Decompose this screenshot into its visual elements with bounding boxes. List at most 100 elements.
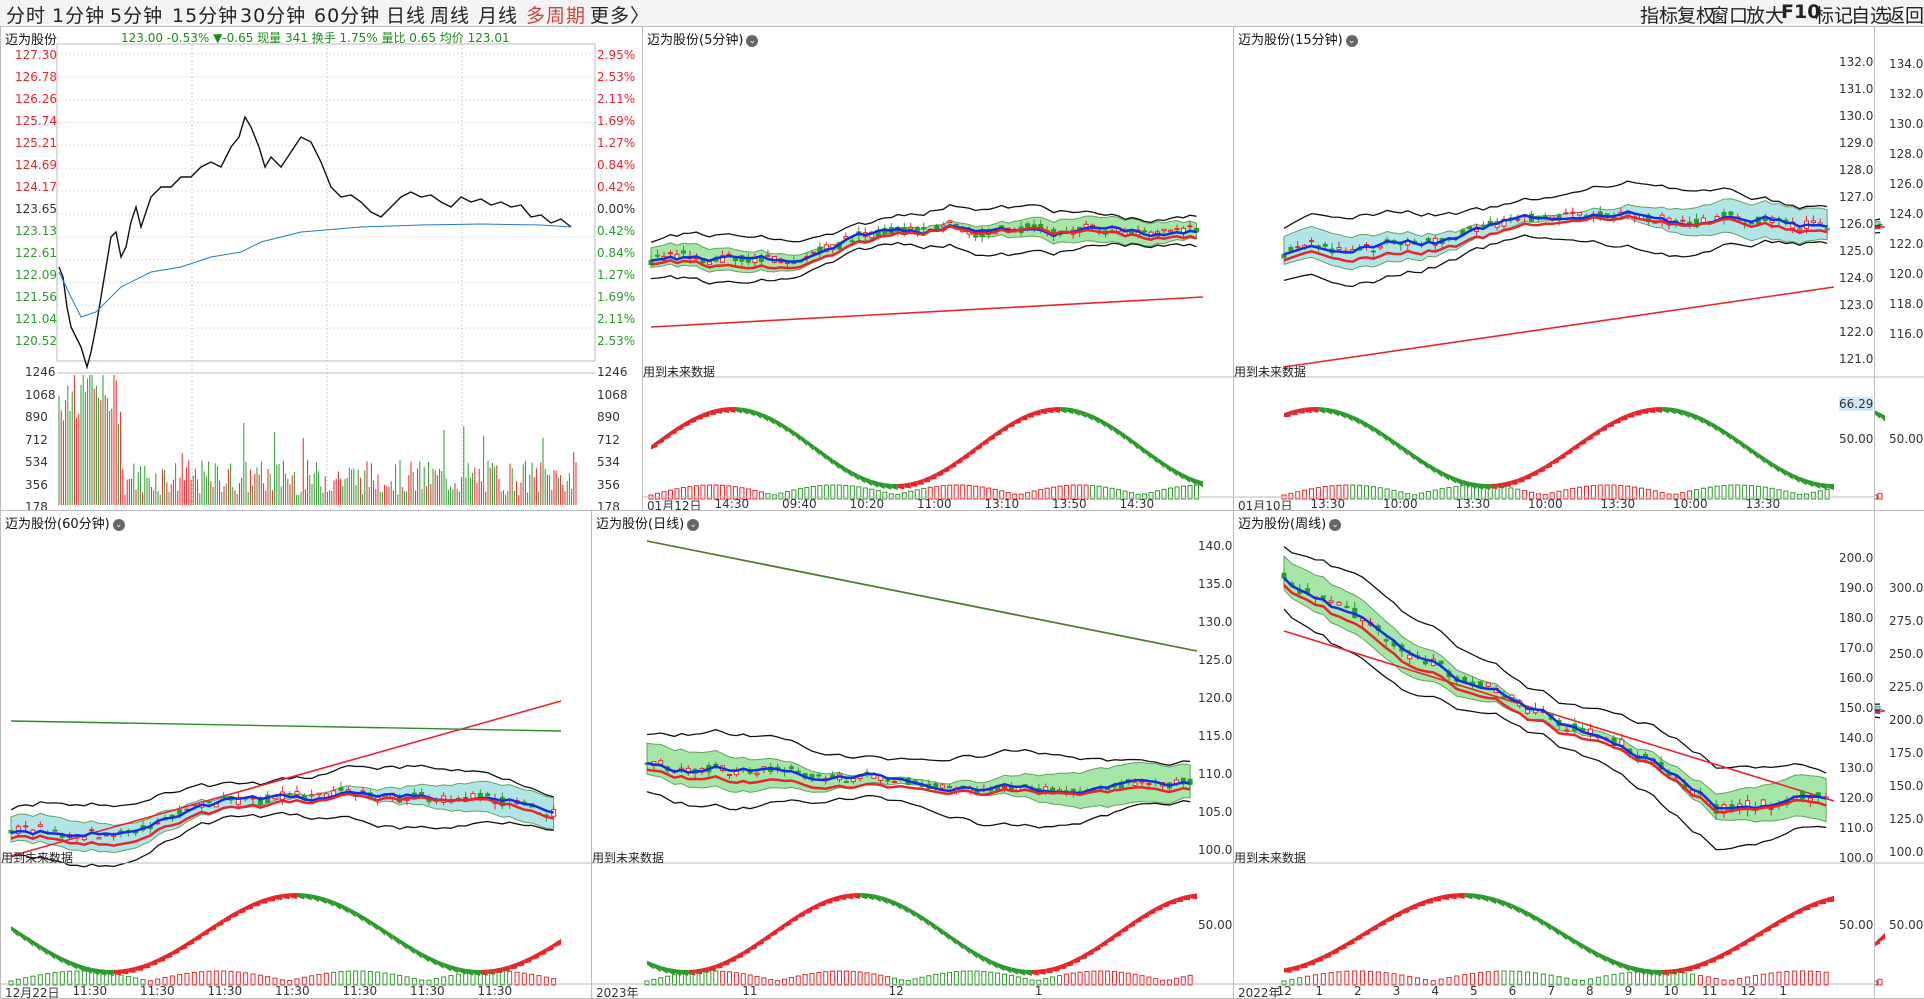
quote-info: 123.00 -0.53% ▼-0.65 现量 341 换手 1.75% 量比 … <box>121 31 510 45</box>
period-tab-5[interactable]: 60分钟 <box>314 5 381 27</box>
indicator-mid: 50.00 <box>1198 918 1233 932</box>
panel-title: 迈为股份 <box>5 33 58 48</box>
indicator-value: 66.29 <box>1839 397 1874 411</box>
price-scale-tick: 110.0 <box>1198 767 1233 781</box>
price-scale-tick: 250.0 <box>1889 647 1924 661</box>
panel-title: 迈为股份(周线) ⌄ <box>1238 513 1342 532</box>
price-scale-tick: 126.0 <box>1889 177 1924 191</box>
period-tab-6[interactable]: 日线 <box>386 5 427 27</box>
vol-tick-right: 1068 <box>597 387 628 402</box>
intraday-panel[interactable]: 迈为股份 123.00 -0.53% ▼-0.65 现量 341 换手 1.75%… <box>0 26 644 512</box>
price-tick: 121.04 <box>15 312 57 326</box>
price-scale-tick: 130.0 <box>1198 615 1233 629</box>
chevron-down-icon[interactable]: ⌄ <box>1345 35 1358 47</box>
time-tick: 11 <box>742 984 758 998</box>
future-data-label: 用到未来数据 <box>592 851 665 865</box>
time-tick: 13:50 <box>1052 497 1087 511</box>
tool-6[interactable]: 自选 <box>1851 5 1890 27</box>
period-tab-3[interactable]: 15分钟 <box>172 5 239 27</box>
price-tick: 125.74 <box>15 114 57 128</box>
price-scale-tick: 135.0 <box>1198 577 1233 591</box>
time-tick: 13:30 <box>1310 497 1346 511</box>
chart-30min[interactable]: 134.0 132.0 130.0 128.0 126.0 124.0 122.0 120.0… <box>1874 26 1924 512</box>
period-tab-0[interactable]: 分时 <box>6 5 47 27</box>
vol-tick-right: 534 <box>597 455 620 469</box>
tool-5[interactable]: 标记 <box>1815 5 1854 27</box>
price-scale-tick: 175.0 <box>1889 746 1924 760</box>
chevron-down-icon[interactable]: ⌄ <box>746 35 759 47</box>
price-tick: 123.65 <box>15 202 57 216</box>
tool-0[interactable]: 指标 <box>1640 5 1679 27</box>
chart-60min[interactable]: 迈为股份(60分钟) ⌄ 用到未来数据 12月22日 11:30 11:30 11:30 11… <box>0 510 593 999</box>
period-tab-7[interactable]: 周线 <box>430 5 471 27</box>
price-tick: 123.13 <box>15 224 57 238</box>
period-tab-4[interactable]: 30分钟 <box>240 5 307 27</box>
tool-3[interactable]: 放大 <box>1746 5 1785 27</box>
period-tab-8[interactable]: 月线 <box>478 5 519 27</box>
pct-tick: 0.84% <box>597 158 636 172</box>
time-tick: 11 <box>1702 984 1718 998</box>
price-scale-tick: 130.0 <box>1839 761 1874 775</box>
price-scale-tick: 128.0 <box>1889 147 1924 161</box>
time-tick: 9 <box>1624 984 1633 998</box>
tool-7[interactable]: 返回 <box>1886 5 1924 27</box>
time-tick: 10:00 <box>1673 497 1708 511</box>
price-scale-tick: 150.0 <box>1839 701 1874 715</box>
time-tick: 10:00 <box>1383 497 1418 511</box>
time-tick: 1 <box>1315 984 1323 998</box>
vol-tick: 178 <box>25 500 48 512</box>
pct-tick: 1.27% <box>597 268 636 282</box>
chevron-down-icon[interactable]: ⌄ <box>1329 519 1342 531</box>
time-tick: 1 <box>1034 984 1043 998</box>
time-tick: 2022年 <box>1238 986 1281 999</box>
chart-day[interactable]: 迈为股份(日线) ⌄ 用到未来数据 140.0 135.0 130.0 125.0 120.0… <box>591 510 1235 999</box>
pct-tick: 1.27% <box>597 136 636 150</box>
price-tick: 126.26 <box>15 92 57 106</box>
price-tick: 124.69 <box>15 158 57 172</box>
time-tick: 01月12日 <box>647 499 702 512</box>
chart-5min[interactable]: 迈为股份(5分钟) ⌄ 用到未来数据 01月12日 14:30 09:40 10:20 11:… <box>642 26 1235 512</box>
price-scale-tick: 116.0 <box>1889 327 1924 341</box>
future-data-label: 用到未来数据 <box>1 851 74 865</box>
price-scale-tick: 123.0 <box>1839 298 1874 312</box>
chart-month[interactable]: 300.0 275.0 250.0 225.0 200.0 175.0 150.0 125.0… <box>1874 510 1924 999</box>
time-tick: 11:30 <box>207 984 243 998</box>
time-tick: 13:30 <box>1600 497 1636 511</box>
chart-15min[interactable]: 迈为股份(15分钟) ⌄ 用到未来数据 132.0 131.0 130.0 129.0 128… <box>1233 26 1876 512</box>
chevron-down-icon[interactable]: ⌄ <box>687 519 700 531</box>
time-tick: 12 <box>1740 984 1756 998</box>
time-tick: 2 <box>1354 984 1362 998</box>
tool-2[interactable]: 窗口 <box>1710 5 1749 27</box>
price-scale-tick: 120.0 <box>1839 791 1874 805</box>
price-scale-tick: 115.0 <box>1198 729 1233 743</box>
period-toolbar: 分时 1分钟 5分钟 15分钟 30分钟 60分钟 日线 周线 月线 多周期 更多〉 指标 复权 窗口 放大… <box>0 0 1924 27</box>
price-scale-tick: 190.0 <box>1839 581 1874 595</box>
period-tab-10[interactable]: 更多〉 <box>590 5 651 27</box>
period-tab-1[interactable]: 1分钟 <box>52 5 106 27</box>
future-data-label: 用到未来数据 <box>1234 365 1307 379</box>
time-tick: 11:30 <box>72 984 108 998</box>
period-tab-9[interactable]: 多周期 <box>526 5 587 27</box>
vol-tick: 534 <box>25 455 48 469</box>
chevron-down-icon[interactable]: ⌄ <box>112 519 125 531</box>
price-tick: 126.78 <box>15 70 57 84</box>
pct-tick: 0.00% <box>597 202 636 216</box>
tool-1[interactable]: 复权 <box>1677 5 1716 27</box>
pct-tick: 2.53% <box>597 70 636 84</box>
price-scale-tick: 120.0 <box>1198 691 1233 705</box>
price-tick: 125.21 <box>15 136 57 150</box>
price-scale-tick: 110.0 <box>1839 821 1874 835</box>
tool-4[interactable]: F10 <box>1781 1 1821 23</box>
vol-tick-right: 178 <box>597 500 620 512</box>
time-tick: 11:00 <box>917 497 952 511</box>
vol-tick: 712 <box>25 432 48 447</box>
time-tick: 1 <box>1779 984 1787 998</box>
price-scale-tick: 105.0 <box>1198 805 1233 819</box>
pct-tick: 1.69% <box>597 290 636 304</box>
chart-week[interactable]: 迈为股份(周线) ⌄ 用到未来数据 200.0 190.0 180.0 170.0 160.0… <box>1233 510 1876 999</box>
time-tick: 01月10日 <box>1238 499 1293 512</box>
period-tab-2[interactable]: 5分钟 <box>110 5 164 27</box>
indicator-mid: 50.00 <box>1839 432 1874 446</box>
pct-tick: 2.95% <box>597 48 636 62</box>
time-tick: 10 <box>1663 984 1679 998</box>
